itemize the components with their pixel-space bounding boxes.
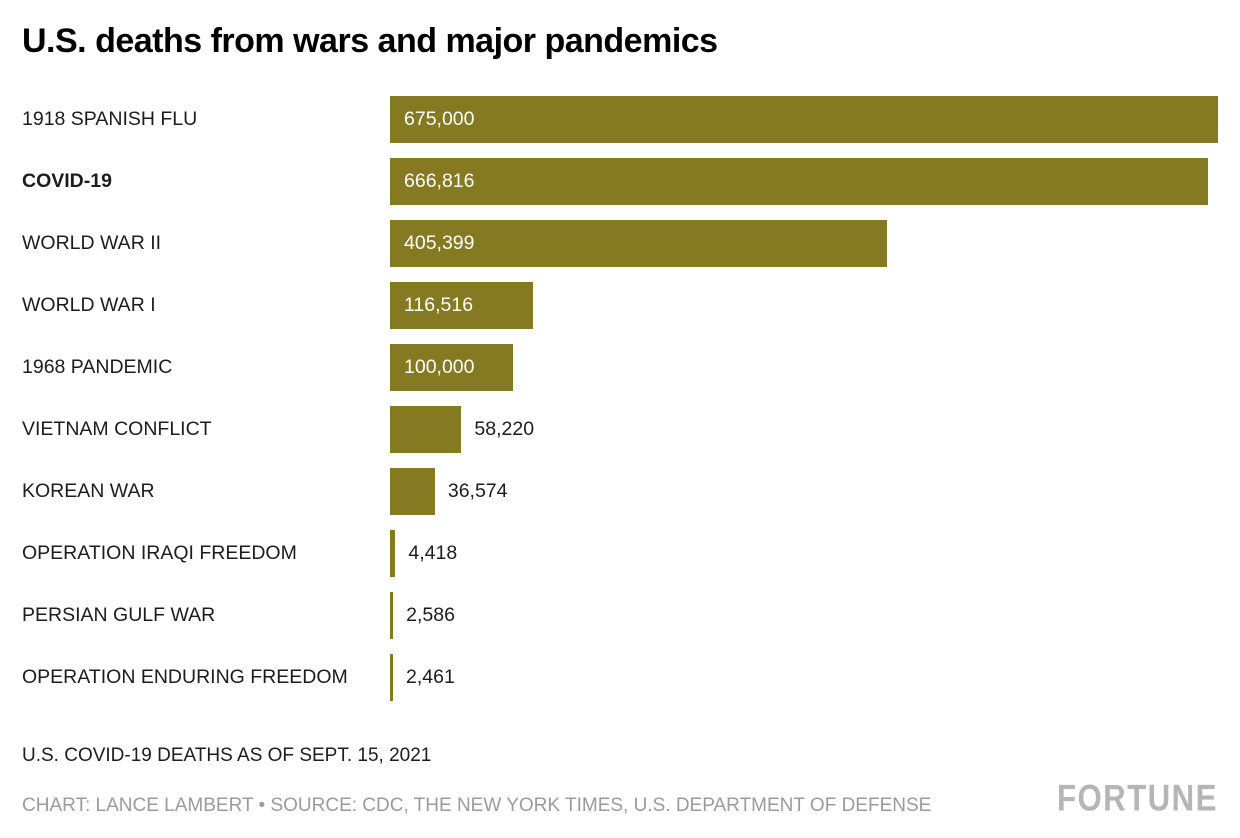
bar (390, 592, 394, 639)
bar (390, 406, 462, 453)
chart-row: OPERATION ENDURING FREEDOM 2,461 (22, 647, 1218, 709)
value-label: 116,516 (404, 294, 474, 316)
category-label: KOREAN WAR (22, 479, 155, 502)
category-label: 1918 SPANISH FLU (22, 107, 198, 130)
value-label: 58,220 (474, 418, 535, 440)
bar: 675,000 (390, 96, 1218, 143)
value-label: 2,586 (406, 604, 455, 626)
bar: 100,000 (390, 344, 513, 391)
chart-row: COVID-19 666,816 (22, 151, 1218, 213)
category-label: 1968 PANDEMIC (22, 355, 173, 378)
bar-area: 405,399 (390, 213, 1218, 275)
bar-area: 116,516 (390, 275, 1218, 337)
chart-row: PERSIAN GULF WAR 2,586 (22, 585, 1218, 647)
bar-area: 100,000 (390, 337, 1218, 399)
category-label: COVID-19 (22, 169, 112, 192)
chart-title: U.S. deaths from wars and major pandemic… (22, 22, 718, 60)
bar-area: 675,000 (390, 89, 1218, 151)
chart-row: 1968 PANDEMIC 100,000 (22, 337, 1218, 399)
chart-row: WORLD WAR I 116,516 (22, 275, 1218, 337)
bar: 116,516 (390, 282, 533, 329)
category-label: PERSIAN GULF WAR (22, 603, 216, 626)
chart-row: 1918 SPANISH FLU 675,000 (22, 89, 1218, 151)
category-label: OPERATION ENDURING FREEDOM (22, 665, 348, 688)
chart-row: WORLD WAR II 405,399 (22, 213, 1218, 275)
bar (390, 468, 435, 515)
value-label: 36,574 (447, 480, 508, 502)
value-label: 666,816 (404, 170, 475, 192)
chart-row: OPERATION IRAQI FREEDOM 4,418 (22, 523, 1218, 585)
bar-area: 2,461 (390, 647, 1218, 709)
bar-area: 58,220 (390, 399, 1218, 461)
category-label: WORLD WAR II (22, 231, 162, 254)
bar-chart: 1918 SPANISH FLU 675,000 COVID-19 666,816 WO… (22, 89, 1218, 709)
chart-row: KOREAN WAR 36,574 (22, 461, 1218, 523)
bar (390, 530, 396, 577)
category-label: OPERATION IRAQI FREEDOM (22, 541, 297, 564)
bar-area: 2,586 (390, 585, 1218, 647)
category-label: VIETNAM CONFLICT (22, 417, 212, 440)
credit-line: CHART: LANCE LAMBERT • SOURCE: CDC, THE … (22, 794, 932, 816)
value-label: 4,418 (408, 542, 458, 564)
fortune-logo: FORTUNE (1057, 777, 1218, 819)
bar (390, 654, 394, 701)
value-label: 100,000 (404, 356, 475, 378)
credit-row: CHART: LANCE LAMBERT • SOURCE: CDC, THE … (22, 777, 1218, 819)
bar-area: 666,816 (390, 151, 1218, 213)
bar-area: 36,574 (390, 461, 1218, 523)
value-label: 675,000 (404, 108, 475, 130)
category-label: WORLD WAR I (22, 293, 156, 316)
bar: 405,399 (390, 220, 888, 267)
bar-area: 4,418 (390, 523, 1218, 585)
chart-row: VIETNAM CONFLICT 58,220 (22, 399, 1218, 461)
value-label: 2,461 (406, 666, 455, 688)
value-label: 405,399 (404, 232, 475, 254)
bar: 666,816 (390, 158, 1208, 205)
footnote: U.S. COVID-19 DEATHS AS OF SEPT. 15, 202… (22, 744, 432, 766)
